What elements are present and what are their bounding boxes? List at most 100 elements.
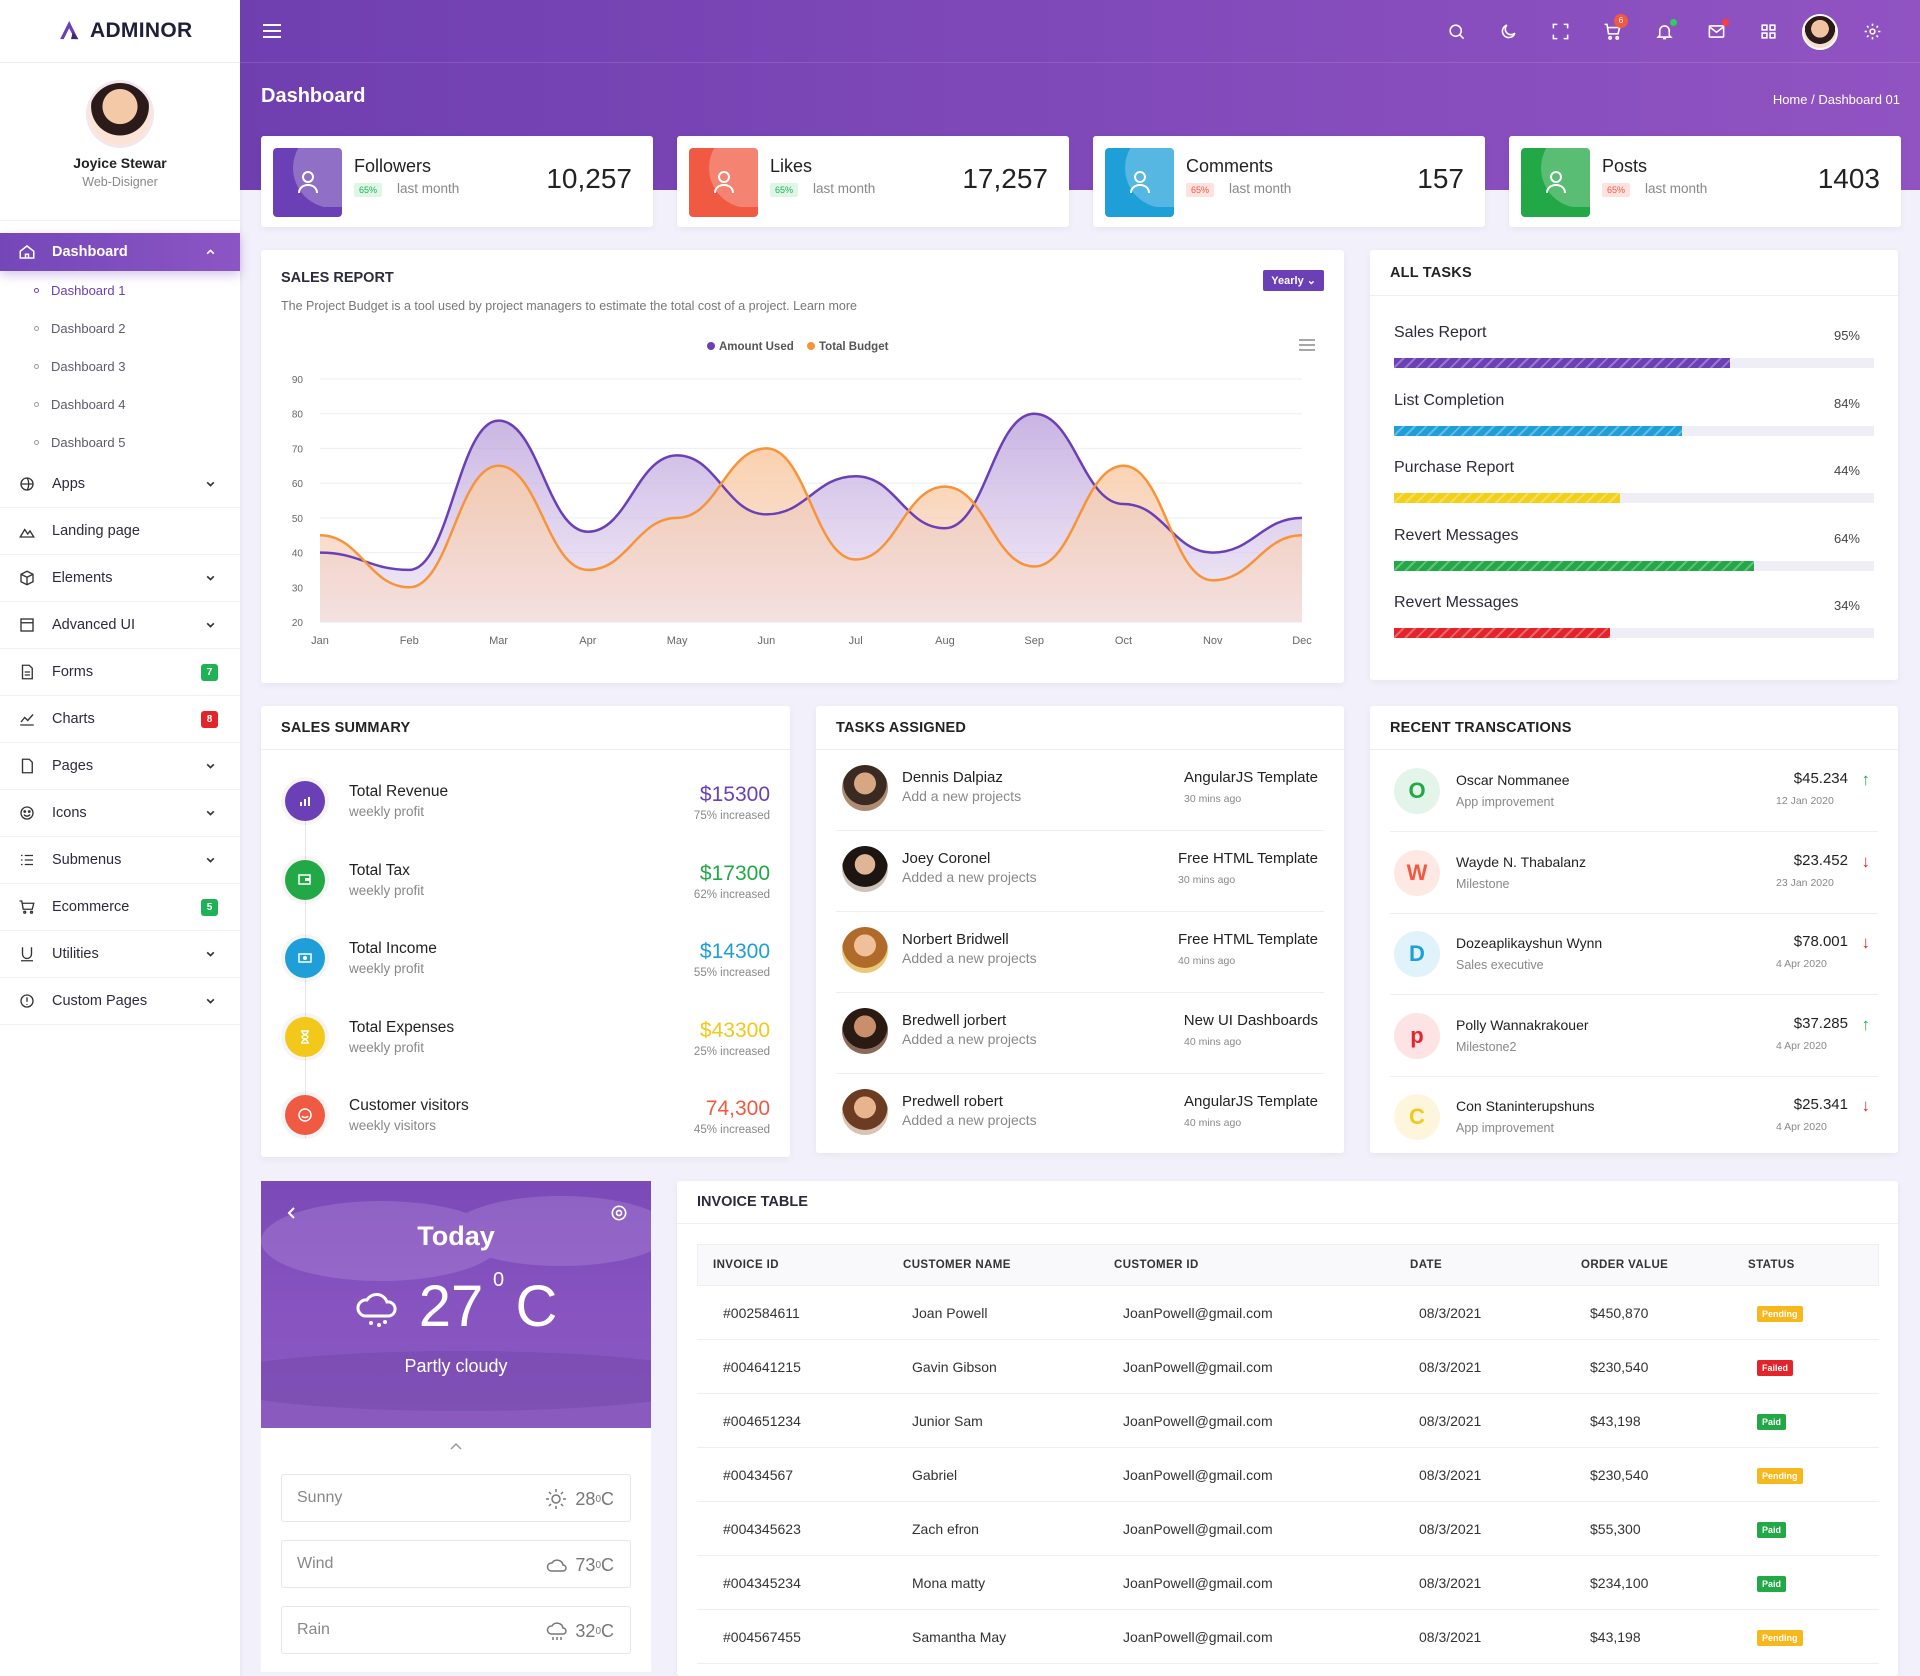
user-menu[interactable]	[1794, 13, 1846, 50]
column-header[interactable]: CUSTOMER ID	[1114, 1259, 1199, 1271]
stat-card-likes[interactable]: Likes 65% last month 17,257	[677, 136, 1069, 227]
count-badge: 8	[201, 711, 218, 728]
breadcrumb[interactable]: Home / Dashboard 01	[1772, 92, 1900, 107]
theme-toggle[interactable]	[1482, 22, 1534, 41]
table-row[interactable]: #004345234 Mona matty JoanPowell@gmail.com…	[697, 1556, 1879, 1610]
sidebar-item-pages[interactable]: Pages	[0, 743, 240, 790]
avatar[interactable]	[89, 83, 151, 145]
sidebar-item-icons[interactable]: Icons	[0, 790, 240, 837]
sidebar-subitem-2[interactable]: Dashboard 2	[0, 309, 240, 347]
y-tick-label: 30	[292, 583, 304, 594]
transaction-date: 4 Apr 2020	[1776, 1039, 1827, 1052]
sidebar-item-submenus[interactable]: Submenus	[0, 837, 240, 884]
table-row[interactable]: #002584611 Joan Powell JoanPowell@gmail.co…	[697, 1286, 1879, 1340]
list-item[interactable]: Dennis Dalpiaz Add a new projects AngularJ…	[836, 751, 1324, 831]
assignee-name: Predwell robert	[902, 1093, 1003, 1110]
chevron-down-icon: ⌄	[1306, 275, 1316, 287]
weather-value: 32 0 C	[545, 1620, 614, 1642]
sidebar-item-advanced-ui[interactable]: Advanced UI	[0, 602, 240, 649]
grid-icon	[1760, 24, 1776, 39]
list-item[interactable]: C Con Staninterupshuns App improvement $25.…	[1390, 1077, 1878, 1158]
table-row[interactable]: #004641215 Gavin Gibson JoanPowell@gmail.c…	[697, 1340, 1879, 1394]
column-header[interactable]: STATUS	[1748, 1259, 1795, 1271]
sun-icon	[546, 1489, 567, 1509]
cloud-icon	[547, 1559, 568, 1572]
message-dot	[1722, 19, 1729, 26]
notifications-button[interactable]	[1638, 19, 1690, 41]
sidebar-item-label: Forms	[52, 664, 94, 680]
sidebar-item-landing-page[interactable]: Landing page	[0, 508, 240, 555]
stat-label: Posts	[1602, 156, 1648, 176]
task-progress-item: Revert Messages 64%	[1394, 527, 1874, 571]
table-row[interactable]: #00434567 Gabriel JoanPowell@gmail.com 08/3…	[697, 1448, 1879, 1502]
sidebar-subitem-1[interactable]: Dashboard 1	[0, 271, 240, 309]
stat-label: Likes	[770, 156, 813, 176]
sidebar-subitem-3[interactable]: Dashboard 3	[0, 347, 240, 385]
table-row[interactable]: #004567455 Samantha May JoanPowell@gmail.c…	[697, 1610, 1879, 1664]
stat-card-posts[interactable]: Posts 65% last month 1403	[1509, 136, 1901, 227]
column-header[interactable]: INVOICE ID	[713, 1259, 779, 1271]
apps-grid-button[interactable]	[1742, 22, 1794, 41]
table-cell: 08/3/2021	[1419, 1629, 1482, 1645]
sidebar-item-forms[interactable]: Forms 7	[0, 649, 240, 696]
sidebar-item-apps[interactable]: Apps	[0, 461, 240, 508]
transaction-type: App improvement	[1456, 1121, 1554, 1135]
stat-percent-badge: 65%	[1186, 183, 1215, 197]
chevron-left-icon[interactable]	[285, 1206, 297, 1220]
degree-sign: 0	[595, 1559, 601, 1571]
arrow-down-icon: ↓	[1861, 933, 1871, 952]
table-cell: #004345623	[723, 1521, 801, 1537]
chart-menu-icon[interactable]	[1299, 339, 1315, 351]
sidebar-item-custom-pages[interactable]: Custom Pages	[0, 978, 240, 1025]
x-tick-label: Mar	[489, 635, 508, 647]
stat-card-comments[interactable]: Comments 65% last month 157	[1093, 136, 1485, 227]
column-header[interactable]: ORDER VALUE	[1581, 1259, 1669, 1271]
weather-day: Today	[417, 1221, 495, 1251]
weather-label: Wind	[297, 1555, 334, 1572]
sidebar-item-charts[interactable]: Charts 8	[0, 696, 240, 743]
column-header[interactable]: CUSTOMER NAME	[903, 1259, 1011, 1271]
avatar: D	[1394, 931, 1440, 977]
status-badge: Pending	[1757, 1630, 1803, 1646]
sidebar-item-dashboard[interactable]: Dashboard	[0, 233, 240, 271]
chevron-down-icon	[206, 763, 215, 769]
list-item[interactable]: D Dozeaplikayshun Wynn Sales executive $78.…	[1390, 914, 1878, 995]
card-title: INVOICE TABLE	[677, 1181, 1898, 1224]
list-item[interactable]: p Polly Wannakrakouer Milestone2 $37.285 4 A…	[1390, 996, 1878, 1077]
invoice-table: INVOICE ID CUSTOMER NAME CUSTOMER ID DATE OR…	[697, 1244, 1879, 1664]
sidebar-item-ecommerce[interactable]: Ecommerce 5	[0, 884, 240, 931]
period-dropdown[interactable]: Yearly ⌄	[1263, 270, 1324, 291]
cart-button[interactable]: 6	[1586, 14, 1638, 41]
list-item[interactable]: Predwell robert Added a new projects Angul…	[836, 1075, 1324, 1155]
search-button[interactable]	[1430, 22, 1482, 41]
sidebar-item-utilities[interactable]: Utilities	[0, 931, 240, 978]
advanced-ui-icon	[20, 618, 34, 632]
table-row[interactable]: #004651234 Junior Sam JoanPowell@gmail.com…	[697, 1394, 1879, 1448]
stat-icon-box	[1105, 148, 1174, 217]
menu-icon[interactable]	[262, 22, 282, 40]
period-dropdown-label: Yearly	[1271, 275, 1304, 287]
table-row[interactable]: #004345623 Zach efron JoanPowell@gmail.com…	[697, 1502, 1879, 1556]
sidebar-item-elements[interactable]: Elements	[0, 555, 240, 602]
sidebar-subitem-4[interactable]: Dashboard 4	[0, 385, 240, 423]
fullscreen-button[interactable]	[1534, 22, 1586, 41]
task-label: Revert Messages	[1394, 594, 1519, 611]
brand-logo[interactable]: ADMINOR	[0, 0, 240, 63]
settings-button[interactable]	[1846, 22, 1898, 41]
gear-icon[interactable]	[609, 1203, 629, 1223]
list-item[interactable]: O Oscar Nommanee App improvement $45.234 12 …	[1390, 751, 1878, 832]
list-item[interactable]: Norbert Bridwell Added a new projects Free…	[836, 913, 1324, 993]
column-header[interactable]: DATE	[1410, 1259, 1443, 1271]
avatar	[842, 927, 888, 973]
list-item[interactable]: W Wayde N. Thabalanz Milestone $23.452 23 Ja…	[1390, 833, 1878, 914]
apps-icon	[20, 477, 34, 491]
messages-button[interactable]	[1690, 19, 1742, 41]
summary-value: $17300	[699, 861, 770, 885]
chevron-up-icon[interactable]	[449, 1442, 463, 1452]
sidebar-subitem-5[interactable]: Dashboard 5	[0, 423, 240, 461]
list-item[interactable]: Bredwell jorbert Added a new projects New …	[836, 994, 1324, 1074]
stat-card-followers[interactable]: Followers 65% last month 10,257	[261, 136, 653, 227]
brand-name: ADMINOR	[90, 19, 193, 42]
list-item[interactable]: Joey Coronel Added a new projects Free HTM…	[836, 832, 1324, 912]
assignee-name: Norbert Bridwell	[902, 931, 1009, 948]
